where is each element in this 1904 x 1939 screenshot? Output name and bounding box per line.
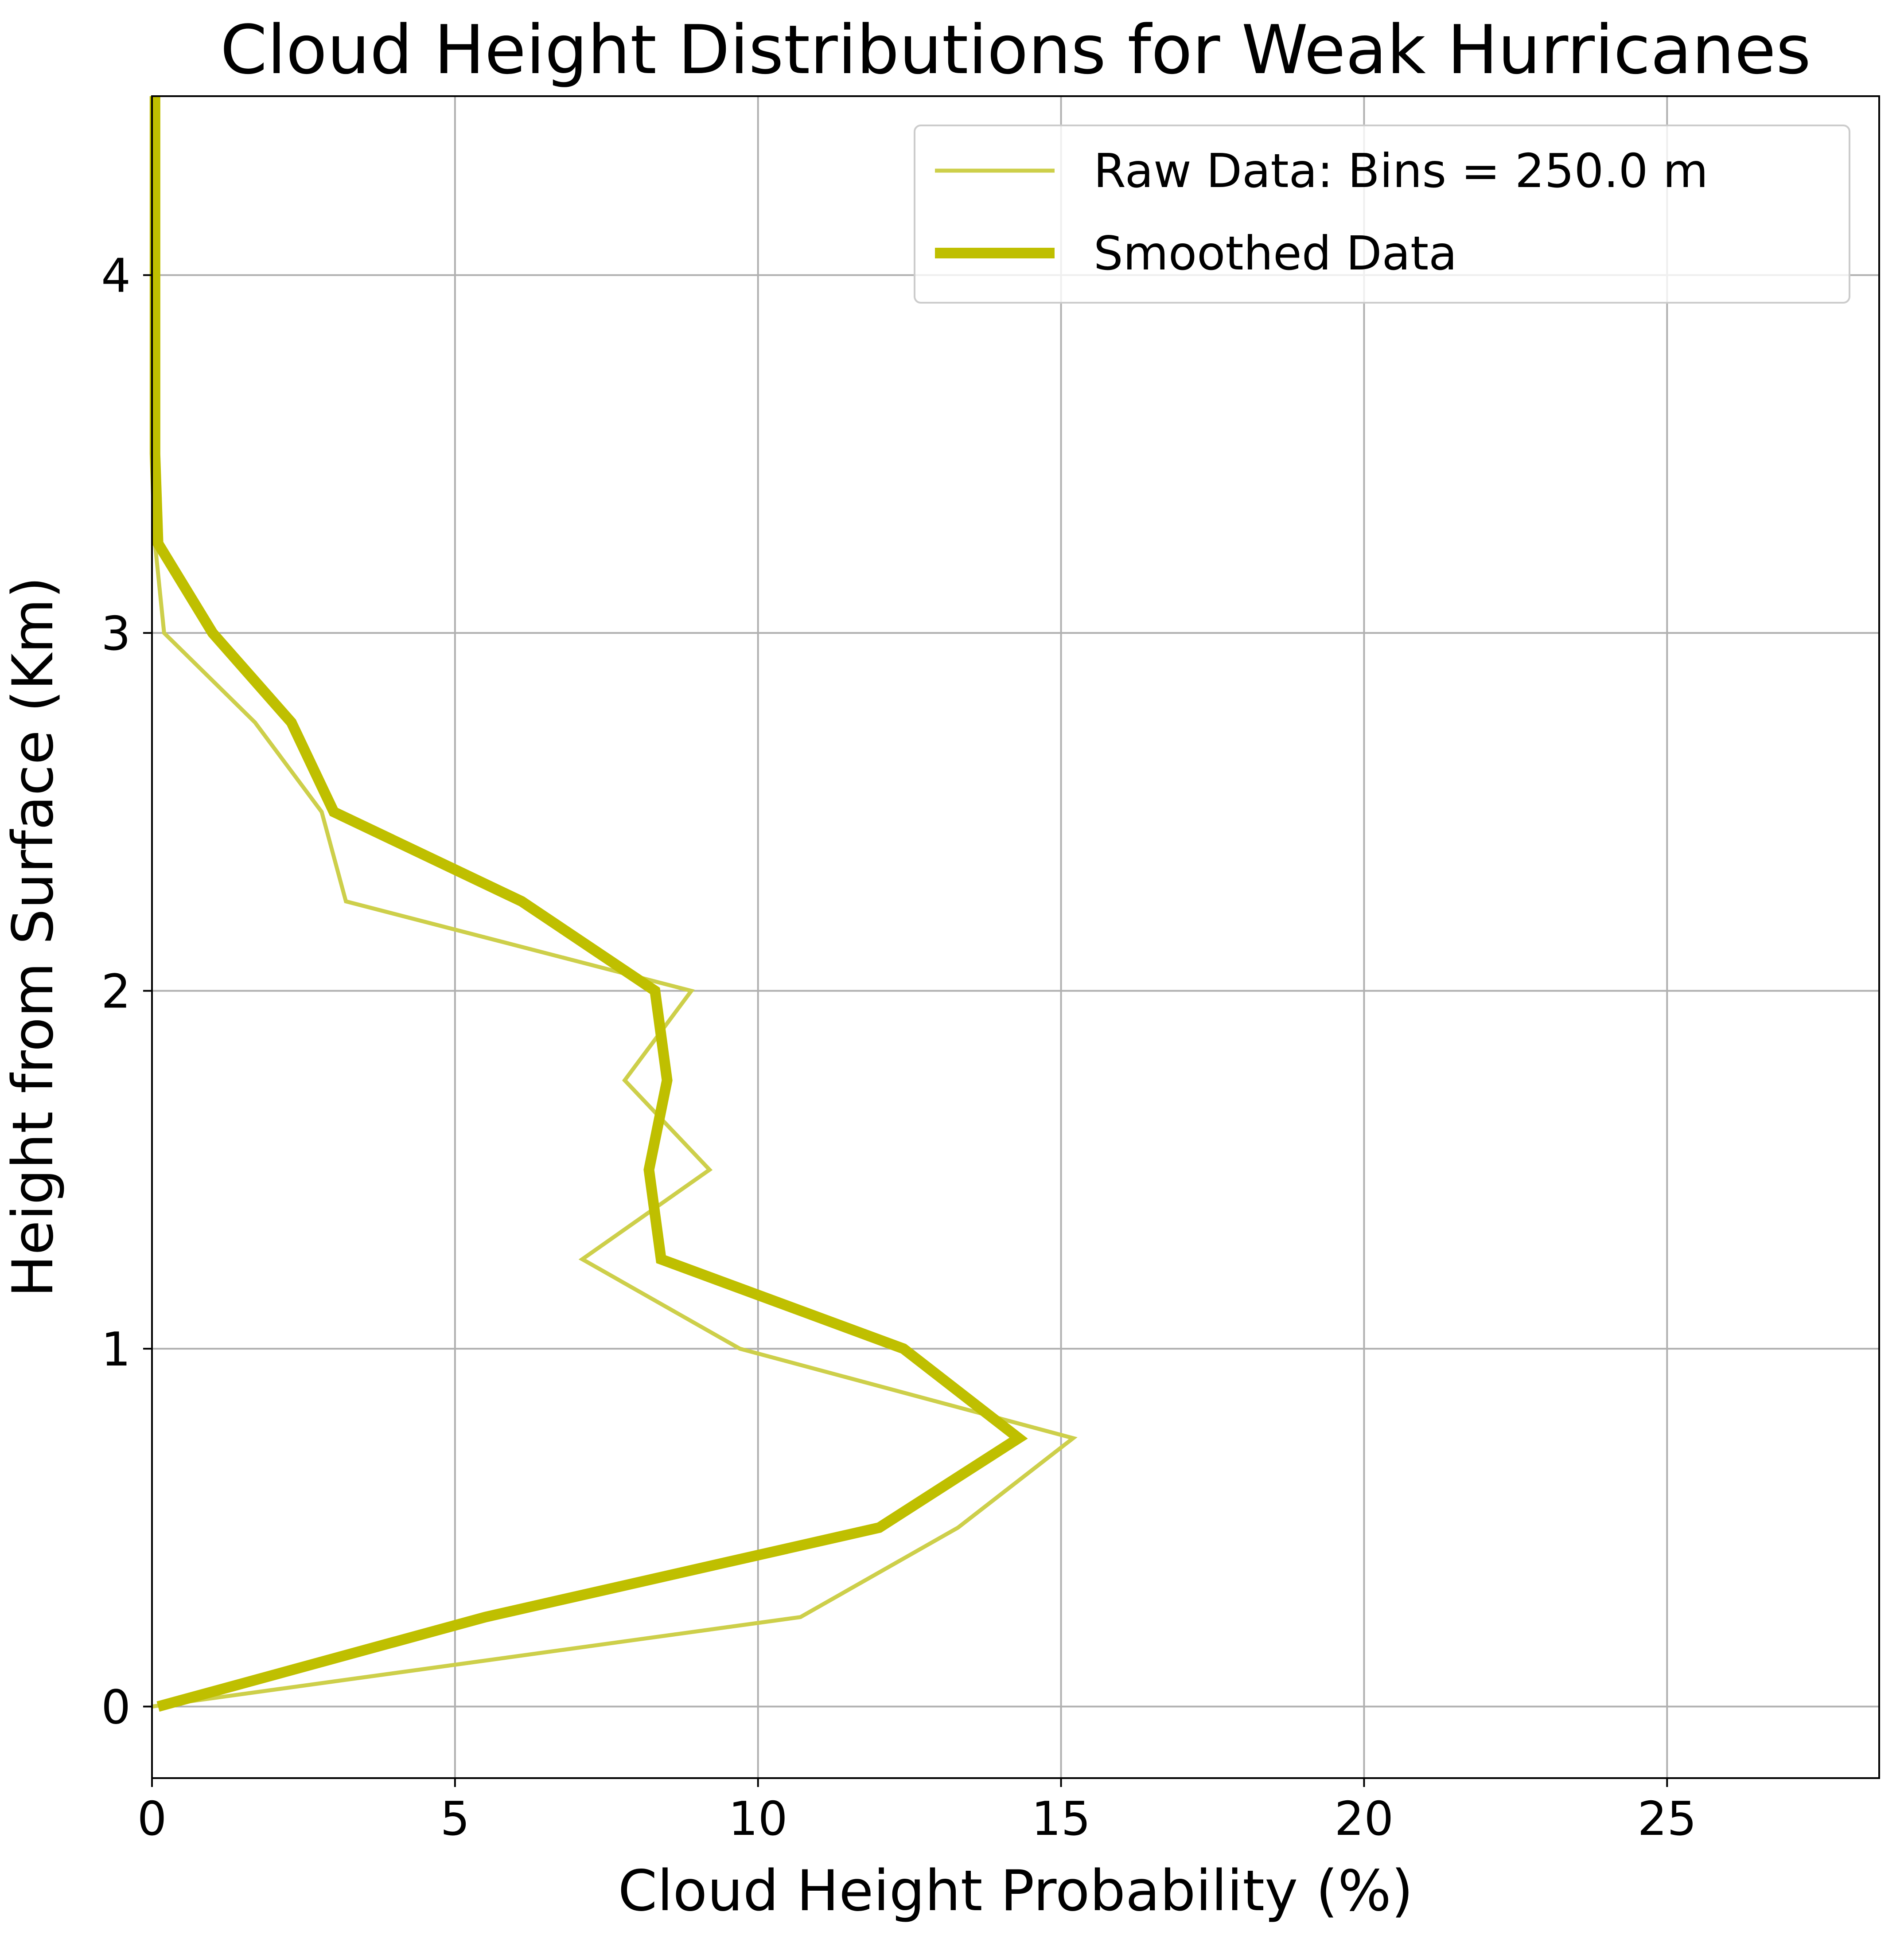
x-tick-label: 20 — [1335, 1792, 1394, 1846]
y-tick-label: 3 — [101, 607, 131, 661]
series-group — [149, 96, 1078, 1712]
x-tick-label: 5 — [440, 1792, 470, 1846]
plot-frame — [151, 95, 1880, 1779]
legend-box — [914, 125, 1850, 304]
smoothed-data-line — [149, 96, 1028, 1712]
y-tick-label: 4 — [101, 249, 131, 303]
y-axis-label: Height from Surface (Km) — [0, 577, 66, 1297]
x-tick-label: 10 — [728, 1792, 788, 1846]
y-tick-label: 1 — [101, 1323, 131, 1377]
legend-smoothed-label: Smoothed Data — [1094, 226, 1457, 281]
legend-raw-label: Raw Data: Bins = 250.0 m — [1094, 144, 1708, 198]
y-tick-label: 2 — [101, 965, 131, 1019]
x-tick-label: 25 — [1637, 1792, 1697, 1846]
ticks: 0 5 10 15 20 25 0 1 2 3 4 — [101, 249, 1697, 1846]
x-tick-label: 15 — [1032, 1792, 1091, 1846]
y-tick-label: 0 — [101, 1681, 131, 1735]
x-tick-label: 0 — [137, 1792, 167, 1846]
chart-title: Cloud Height Distributions for Weak Hurr… — [220, 11, 1811, 89]
x-axis-label: Cloud Height Probability (%) — [618, 1858, 1413, 1923]
legend: Raw Data: Bins = 250.0 m Smoothed Data — [914, 125, 1850, 304]
